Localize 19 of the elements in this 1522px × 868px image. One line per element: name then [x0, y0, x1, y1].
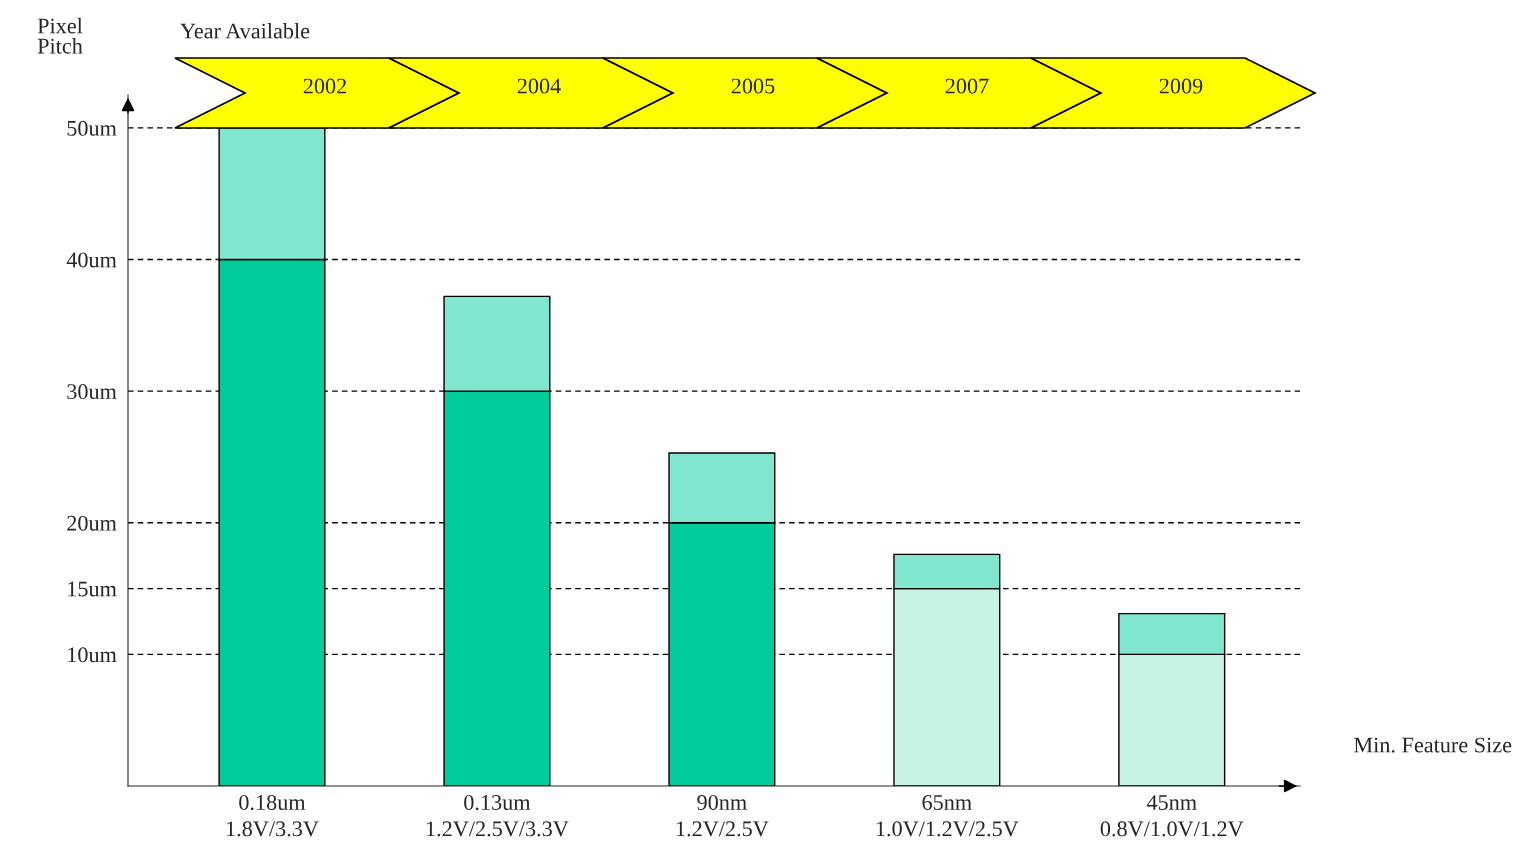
text: 2007: [945, 78, 989, 94]
text: 2002: [303, 78, 346, 94]
text: 2004: [517, 78, 561, 94]
x-tick-label: 0.18um 1.8V/3.3V: [227, 794, 319, 837]
y-tick-label: 10um: [68, 647, 117, 663]
y-tick-label: 50um: [67, 120, 117, 136]
x-tick-label: 90nm 1.2V/2.5V: [676, 794, 769, 837]
y-axis-title: Pixel Pitch: [37, 17, 83, 54]
x-tick-label: 0.13um 1.2V/2.5V/3.3V: [426, 794, 569, 837]
text: 2009: [1159, 78, 1203, 94]
y-tick-label: 15um: [68, 581, 117, 597]
y-tick-label: 30um: [67, 384, 117, 400]
y-tick-label: 40um: [66, 252, 117, 268]
x-axis-title: Min. Feature Size: [1354, 737, 1512, 753]
y-tick-label: 20um: [67, 515, 117, 531]
text: Year Available: [180, 22, 310, 39]
text: 2005: [731, 78, 775, 94]
x-tick-label: 45nm 0.8V/1.0V/1.2V: [1100, 795, 1244, 837]
x-tick-label: 65nm 1.0V/1.2V/2.5V: [876, 795, 1019, 837]
